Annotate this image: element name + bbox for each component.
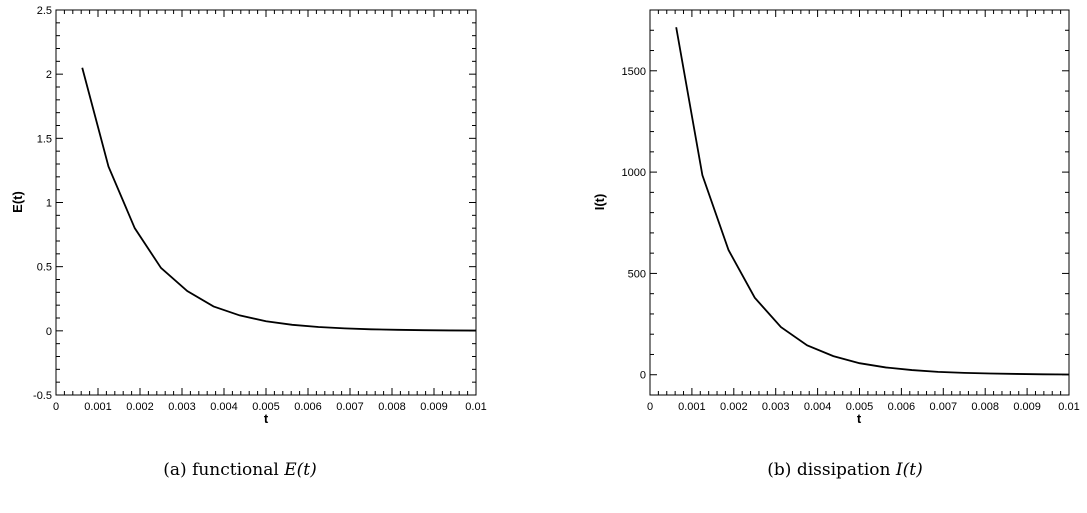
chart-e-x-tick-label: 0.005 — [252, 401, 280, 413]
chart-i-series-line — [675, 27, 1070, 376]
chart-i-x-tick-label: 0.008 — [971, 401, 999, 413]
chart-e: 0 0.001 0.002 0.003 0.004 0.005 0.006 0.007 0.00… — [10, 5, 487, 480]
chart-e-y-axis-title: E(t) — [10, 191, 25, 213]
chart-i-y-ticks: 0 500 1000 1500 — [622, 9, 1069, 382]
chart-i-x-tick-label: 0 — [647, 401, 653, 413]
chart-i-x-tick-label: 0.002 — [720, 401, 748, 413]
chart-e-x-tick-label: 0.002 — [126, 401, 154, 413]
chart-i-x-tick-label: 0.001 — [678, 401, 706, 413]
chart-e-x-tick-label: 0.003 — [168, 401, 196, 413]
chart-e-caption-text: (a) functional — [163, 460, 284, 480]
chart-e-caption: (a) functional E(t) — [163, 460, 316, 480]
chart-i-x-tick-label: 0.005 — [846, 401, 874, 413]
chart-e-y-tick-label: 2 — [46, 69, 52, 81]
chart-e-y-tick-label: 0.5 — [37, 262, 52, 274]
chart-e-frame — [55, 9, 477, 396]
chart-i-x-tick-label: 0.003 — [762, 401, 790, 413]
chart-e-caption-math: E(t) — [283, 460, 317, 480]
chart-e-x-axis-title: t — [264, 411, 269, 426]
chart-i-y-tick-label: 0 — [640, 370, 646, 382]
chart-e-x-tick-label: 0.009 — [420, 401, 448, 413]
chart-i: 0 0.001 0.002 0.003 0.004 0.005 0.006 0.007 0.00… — [592, 9, 1080, 480]
chart-e-x-tick-label: 0.004 — [210, 401, 238, 413]
chart-e-x-tick-label: 0.006 — [294, 401, 322, 413]
chart-i-caption: (b) dissipation I(t) — [767, 460, 922, 480]
chart-i-x-tick-label: 0.009 — [1013, 401, 1041, 413]
chart-i-caption-text: (b) dissipation — [767, 460, 896, 480]
chart-i-x-tick-label: 0.007 — [930, 401, 958, 413]
chart-e-y-tick-label: 0 — [46, 326, 52, 338]
chart-e-series-line — [81, 67, 477, 332]
chart-i-y-tick-label: 1000 — [622, 167, 646, 179]
chart-i-x-axis-title: t — [857, 411, 862, 426]
chart-e-y-tick-label: -0.5 — [33, 390, 52, 402]
chart-e-x-tick-label: 0.001 — [84, 401, 112, 413]
chart-e-x-tick-label: 0.01 — [465, 401, 486, 413]
chart-i-y-tick-label: 500 — [628, 268, 646, 280]
chart-e-y-tick-label: 1.5 — [37, 133, 52, 145]
chart-e-x-ticks: 0 0.001 0.002 0.003 0.004 0.005 0.006 0.007 0.00… — [53, 10, 487, 413]
chart-i-x-tick-label: 0.004 — [804, 401, 832, 413]
chart-i-x-ticks: 0 0.001 0.002 0.003 0.004 0.005 0.006 0.007 0.00… — [647, 10, 1080, 413]
chart-e-y-ticks: -0.5 0 0.5 1 1.5 2 2.5 — [33, 5, 476, 402]
chart-i-y-tick-label: 1500 — [622, 66, 646, 78]
chart-i-x-tick-label: 0.01 — [1058, 401, 1079, 413]
chart-e-x-tick-label: 0.008 — [378, 401, 406, 413]
chart-i-y-axis-title: I(t) — [592, 194, 607, 211]
chart-i-caption-math: I(t) — [895, 460, 923, 480]
chart-e-x-tick-label: 0.007 — [336, 401, 364, 413]
chart-e-y-tick-label: 2.5 — [37, 5, 52, 17]
chart-e-y-tick-label: 1 — [46, 198, 52, 210]
chart-e-x-tick-label: 0 — [53, 401, 59, 413]
chart-i-x-tick-label: 0.006 — [888, 401, 916, 413]
